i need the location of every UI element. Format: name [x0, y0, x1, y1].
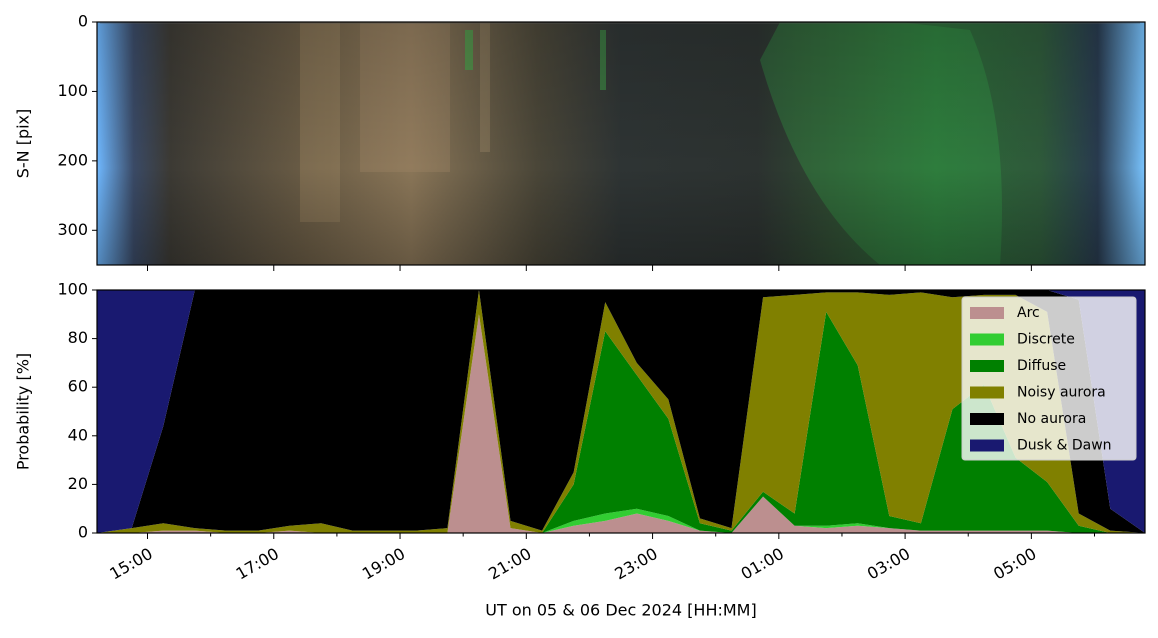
legend-swatch [970, 333, 1004, 346]
y-tick-label: 200 [57, 150, 88, 169]
y-tick-label: 0 [78, 523, 88, 542]
x-tick-label: 01:00 [738, 544, 787, 584]
axes-frame [96, 289, 1146, 534]
x-tick-label: 19:00 [359, 544, 408, 584]
x-tick-label: 15:00 [106, 544, 155, 584]
x-axis-label: UT on 05 & 06 Dec 2024 [HH:MM] [485, 601, 756, 620]
top-axes: 0 100 200 300 S-N [pix] [14, 12, 1146, 271]
x-tick-label: 05:00 [990, 544, 1039, 584]
area [97, 290, 1145, 533]
legend-swatch [970, 386, 1004, 399]
legend-label: Diffuse [1017, 358, 1066, 374]
y-axis-label: S-N [pix] [14, 109, 33, 179]
legend-swatch [970, 439, 1004, 452]
y-axis-label: Probability [%] [14, 353, 33, 470]
legend-swatch [970, 413, 1004, 425]
x-tick-label: 21:00 [485, 544, 534, 584]
area [97, 311, 1145, 533]
x-tick-label: 03:00 [864, 544, 913, 584]
y-tick-label: 100 [57, 280, 88, 299]
y-tick-label: 80 [68, 328, 88, 347]
axes-frame [96, 21, 1146, 266]
legend-swatch [970, 360, 1004, 372]
bottom-axes: Arc Discrete Diffuse Noisy aurora No aurora D… [14, 280, 1146, 620]
y-tick-label: 60 [68, 377, 88, 396]
y-tick-label: 40 [68, 425, 88, 444]
y-tick-label: 100 [57, 81, 88, 100]
y-tick-label: 300 [57, 220, 88, 239]
x-tick-label: 17:00 [233, 544, 282, 584]
legend-label: Dusk & Dawn [1017, 438, 1112, 454]
legend-label: Arc [1017, 305, 1040, 321]
y-tick-label: 20 [68, 474, 88, 493]
legend-label: No aurora [1017, 411, 1086, 427]
legend-swatch [970, 307, 1004, 319]
keogram [97, 22, 1145, 265]
area [97, 290, 1145, 533]
legend-label: Discrete [1017, 332, 1075, 348]
legend-box [961, 296, 1137, 461]
x-tick-label: 23:00 [611, 544, 660, 584]
legend-label: Noisy aurora [1017, 385, 1106, 401]
legend: Arc Discrete Diffuse Noisy aurora No aurora D… [961, 296, 1137, 461]
y-tick-label: 0 [78, 12, 88, 31]
